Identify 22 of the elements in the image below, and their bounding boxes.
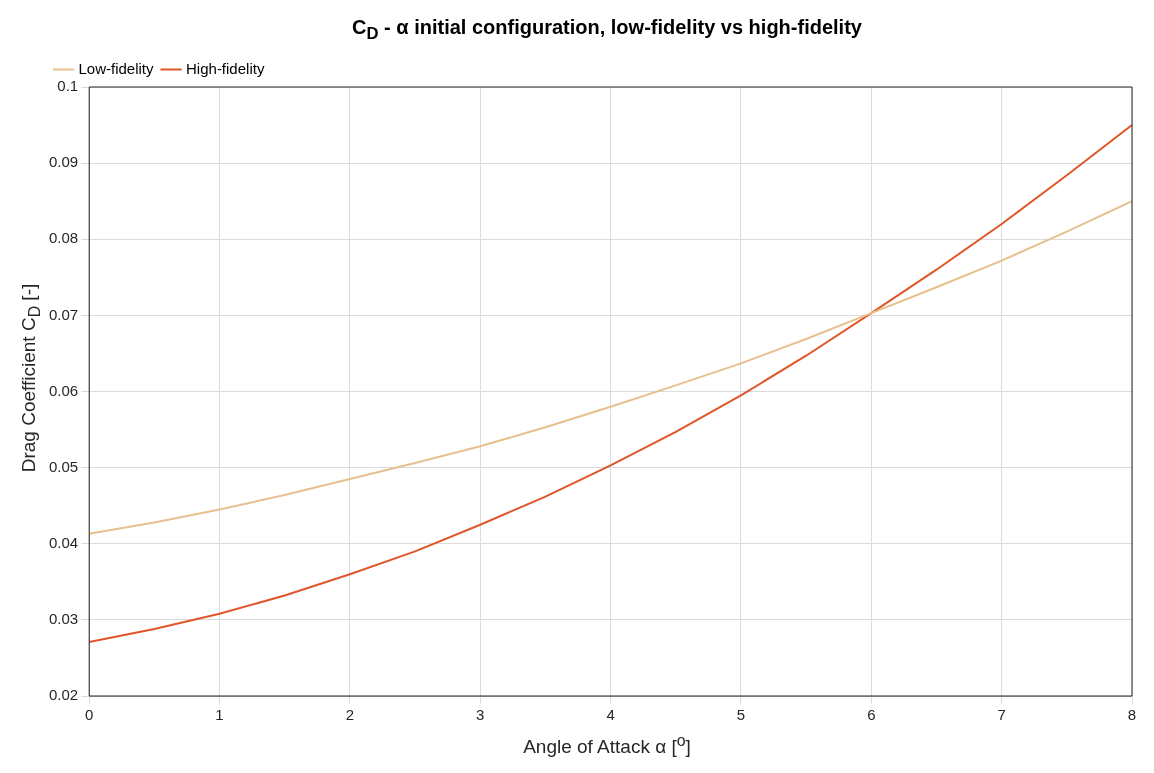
x-tick-label: 6	[867, 706, 876, 724]
y-tick-label: 0.08	[48, 229, 79, 247]
x-tick-label: 1	[215, 706, 224, 724]
y-tick-label: 0.03	[48, 610, 79, 628]
y-tick-label: 0.02	[48, 686, 79, 704]
x-tick-label: 5	[736, 706, 746, 724]
chart-title: C$_{D}$ - α initial configuration, low-fidelity vs high-fidelity	[351, 16, 863, 44]
y-tick-label: 0.1	[57, 77, 79, 95]
legend-label: High-fidelity	[186, 59, 265, 77]
y-tick-label: 0.06	[48, 381, 79, 399]
y-tick-label: 0.04	[48, 533, 79, 551]
x-tick-label: 4	[606, 706, 615, 724]
x-tick-label: 2	[345, 706, 355, 724]
y-tick-label: 0.05	[48, 457, 79, 475]
x-tick-label: 8	[1127, 706, 1137, 724]
legend-label: Low-fidelity	[78, 59, 155, 77]
x-tick-label: 0	[85, 706, 94, 724]
x-tick-label: 7	[997, 706, 1006, 724]
y-tick-label: 0.07	[48, 305, 79, 323]
y-tick-label: 0.09	[48, 153, 79, 171]
x-tick-label: 3	[476, 706, 485, 724]
x-axis-title: Angle of Attack α [$^{o}$]	[522, 732, 692, 759]
